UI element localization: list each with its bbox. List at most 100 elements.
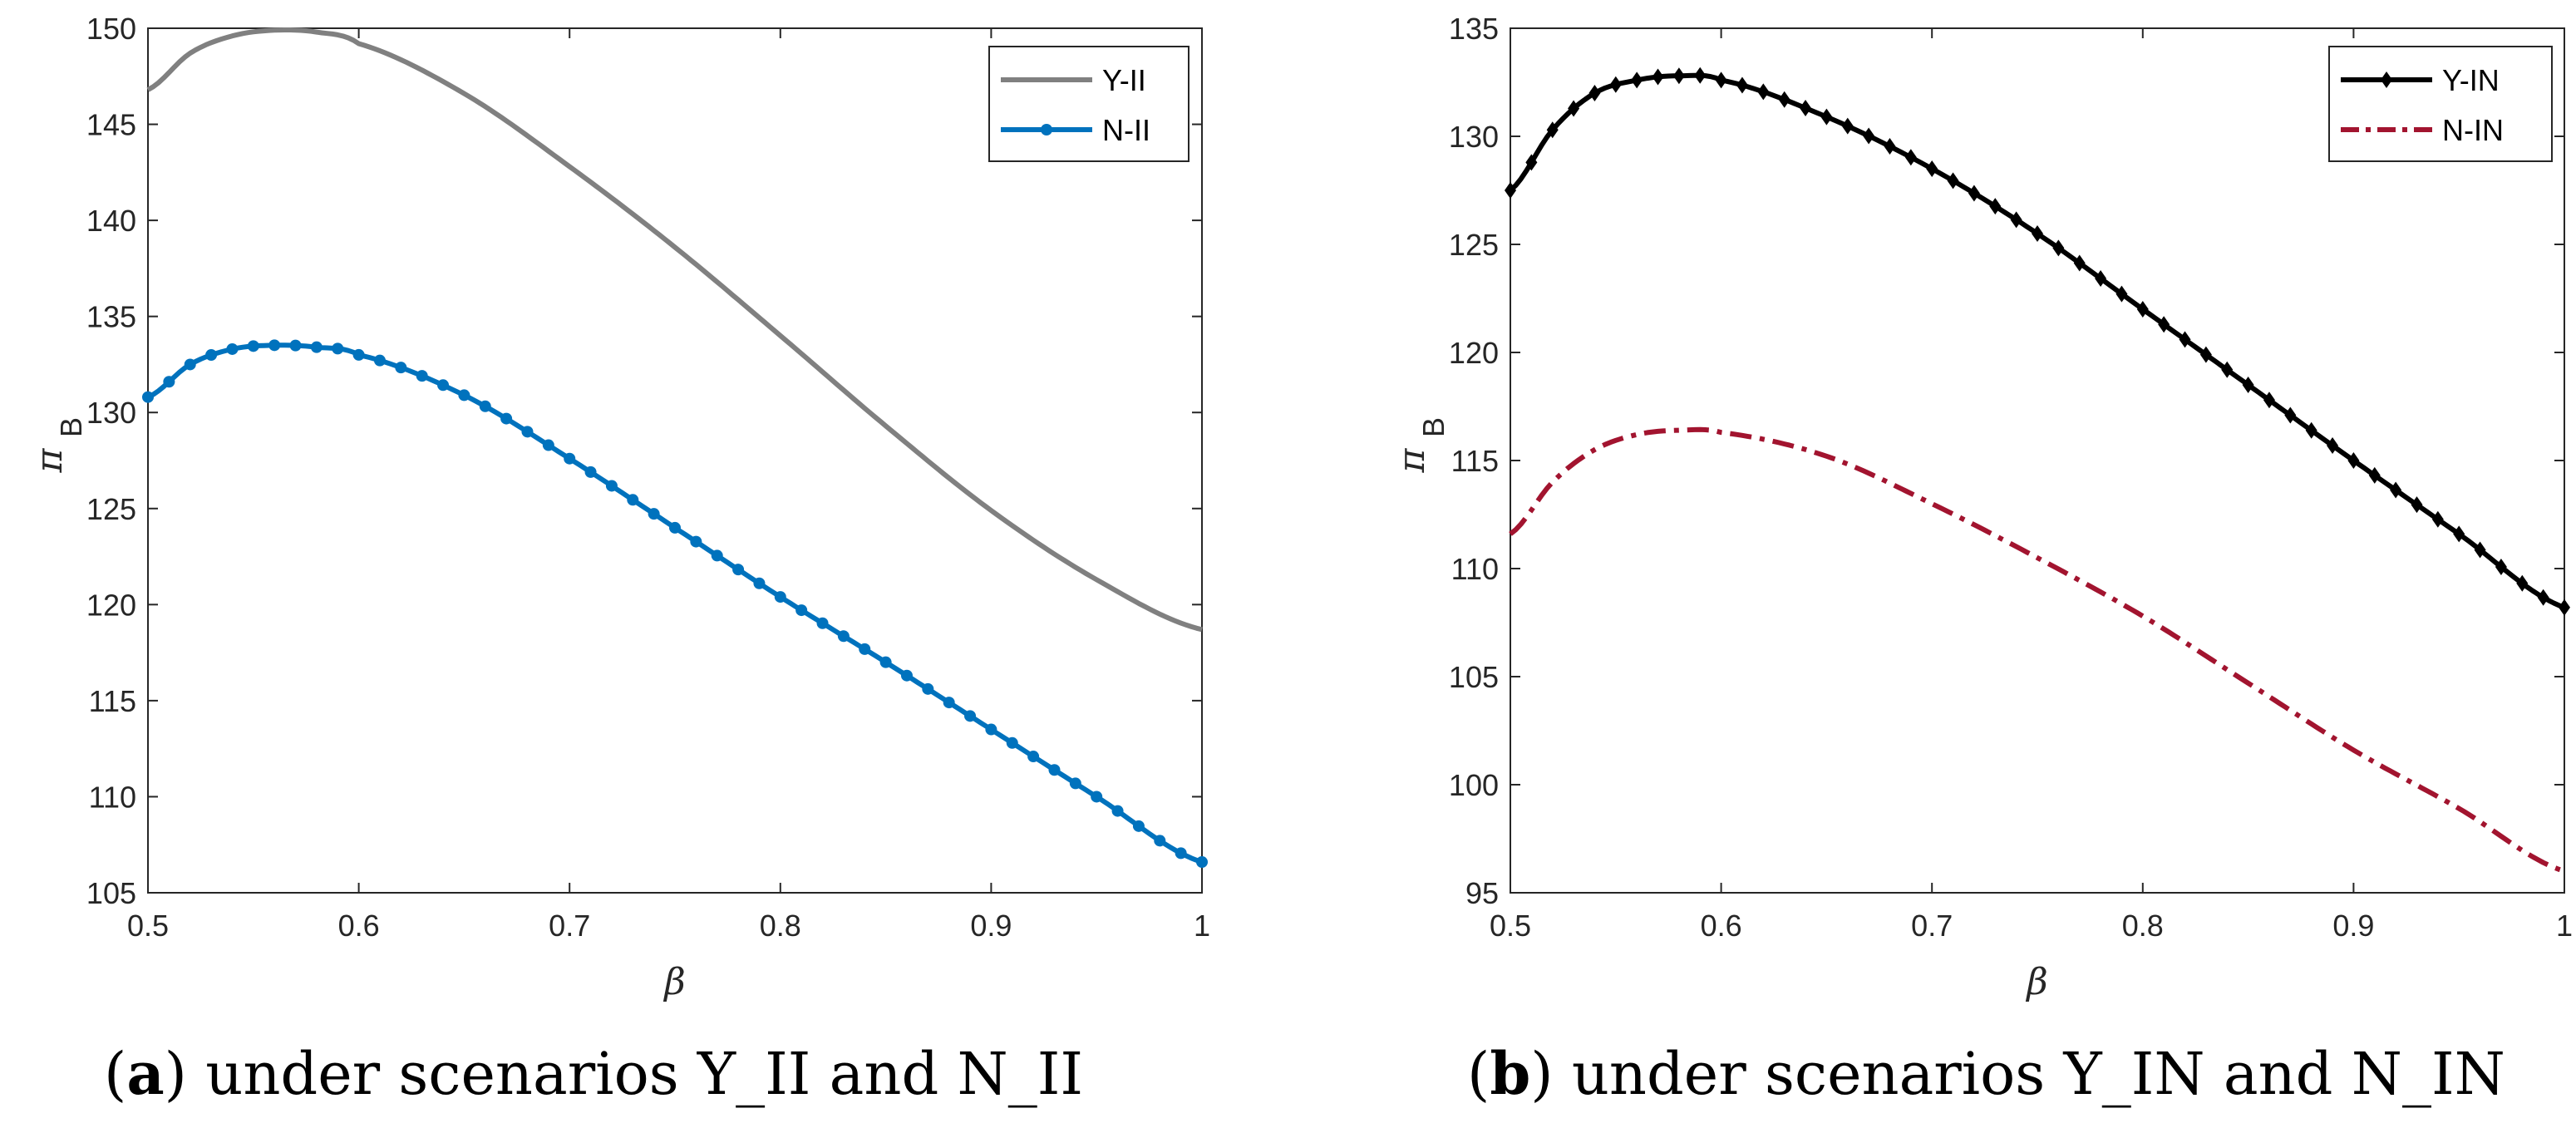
chart-a-y-tick-label: 120: [86, 588, 136, 622]
caption-a-text: under scenarios Y_II and N_II: [205, 1040, 1084, 1108]
chart-b-y-tick-label: 95: [1465, 876, 1499, 910]
chart-a-series-n-ii-marker: [373, 354, 386, 367]
chart-b-series-y-in-marker: [2032, 225, 2043, 242]
chart-a-y-tick-label: 105: [86, 876, 136, 910]
chart-a-legend: Y-II N-II: [988, 46, 1189, 162]
chart-a-legend-marker: [1041, 124, 1052, 135]
chart-b-y-tick-label: 110: [1451, 552, 1499, 586]
chart-b-series-y-in-marker: [1884, 138, 1896, 155]
chart-b-series-y-in-marker: [1546, 121, 1559, 139]
chart-b-series-y-in-marker: [2179, 331, 2191, 348]
chart-b-series-y-in-marker: [1778, 91, 1790, 108]
chart-b-legend-marker: [2381, 71, 2392, 88]
chart-a-series-n-ii: [142, 339, 1208, 869]
chart-b-series-y-in-marker: [2263, 392, 2275, 409]
chart-a-y-tick-label: 150: [86, 12, 136, 46]
chart-a-series-n-ii-marker: [226, 342, 239, 355]
chart-b-series-y-in-marker: [2010, 211, 2022, 229]
chart-a-series-n-ii-marker: [332, 342, 344, 355]
chart-a-series-n-ii-marker: [1132, 820, 1145, 832]
chart-b-y-tick-label: 135: [1449, 12, 1499, 46]
chart-a-plot-area: [147, 27, 1203, 894]
chart-b-y-axis-label-subscript: B: [1416, 417, 1451, 437]
chart-b-x-tick-label: 0.7: [1911, 909, 1953, 943]
chart-a-series-n-ii-marker: [1069, 777, 1081, 790]
chart-a-y-axis-label-subscript: B: [54, 417, 88, 437]
chart-a-series-n-ii-marker: [352, 348, 365, 361]
chart-b-series-y-in-marker: [1736, 76, 1748, 94]
chart-b-series-y-in-marker: [2073, 254, 2086, 272]
chart-b-series-y-in-marker: [1947, 172, 1959, 190]
chart-b-legend: Y-IN N-IN: [2328, 46, 2553, 162]
chart-a-series-n-ii-marker: [964, 710, 977, 722]
chart-a-y-tick-label: 110: [89, 780, 136, 814]
chart-b-series-y-in-marker: [1841, 117, 1854, 135]
chart-a-series-n-ii-marker: [1048, 764, 1061, 776]
chart-b-series-y-in-marker: [1820, 108, 1833, 126]
chart-b-y-tick-label: 130: [1449, 120, 1499, 154]
chart-b-series-y-in-marker: [1757, 83, 1770, 101]
chart-b-series-y-in-marker: [1609, 76, 1622, 93]
chart-a-series-y-ii: [146, 27, 1203, 633]
caption-b-letter: b: [1490, 1039, 1531, 1108]
chart-a-series-n-ii-marker: [943, 697, 955, 709]
chart-a: 0.5 0.6 0.7 0.8 0.9 1 105 110 115 120 125 130 135 140…: [28, 12, 1210, 1003]
chart-b-series-y-in-marker: [2199, 346, 2212, 363]
chart-b-series-y-in: [1505, 66, 2570, 616]
chart-a-series-n-ii-marker: [184, 358, 196, 371]
chart-b-series-y-in-marker: [2390, 481, 2402, 499]
chart-a-series-n-ii-marker: [985, 723, 997, 736]
chart-a-series-n-ii-marker: [416, 370, 428, 382]
chart-a-series-n-ii-marker: [816, 617, 829, 629]
chart-b-series-y-in-marker: [1968, 185, 1980, 202]
chart-b-series-y-in-marker: [2559, 598, 2570, 616]
chart-a-y-tick-label: 130: [86, 396, 136, 430]
chart-b-series-y-in-marker: [2158, 316, 2170, 333]
chart-b-series-y-in-marker: [2327, 436, 2339, 454]
chart-b: 0.5 0.6 0.7 0.8 0.9 1 95 100 105 110 115 120 125 130 1…: [1391, 12, 2573, 1003]
chart-b-series-y-in-marker: [1568, 100, 1580, 117]
chart-b-series-y-in-marker: [1904, 149, 1917, 166]
chart-a-series-n-ii-marker: [247, 340, 259, 352]
chart-b-x-tick-label: 0.5: [1490, 909, 1531, 943]
chart-a-y-tick-label: 145: [86, 108, 136, 142]
chart-b-series-y-in-marker: [1926, 160, 1938, 177]
chart-b-series-y-in-marker: [2347, 452, 2360, 469]
chart-a-series-n-ii-marker: [900, 669, 913, 682]
chart-b-series-y-in-marker: [2305, 421, 2317, 439]
chart-b-series-y-in-marker: [2516, 574, 2529, 592]
chart-b-series-y-in-marker: [1989, 198, 2002, 215]
chart-a-x-tick-label: 0.9: [970, 909, 1012, 943]
chart-b-series-y-in-marker: [1863, 127, 1875, 145]
caption-b-text: under scenarios Y_IN and N_IN: [1571, 1040, 2505, 1108]
chart-a-x-tick-label: 0.6: [338, 909, 380, 943]
caption-a-letter: a: [126, 1039, 165, 1108]
chart-b-series-n-in: [1509, 426, 2565, 874]
chart-a-series-n-ii-marker: [437, 379, 450, 392]
chart-b-y-axis-label-symbol: π: [1391, 447, 1433, 473]
chart-b-y-axis-label: πB: [1391, 417, 1451, 473]
chart-b-series-y-in-marker: [2136, 301, 2149, 318]
chart-a-series-n-ii-marker: [753, 577, 766, 589]
chart-a-y-tick-label: 125: [86, 492, 136, 526]
chart-b-series-y-in-marker: [2474, 541, 2486, 559]
chart-a-series-n-ii-marker: [795, 604, 808, 617]
chart-b-series-y-in-marker: [2052, 239, 2065, 257]
chart-a-series-n-ii-marker: [521, 426, 534, 438]
chart-b-series-y-in-marker: [2495, 559, 2507, 576]
chart-a-series-n-ii-marker: [1091, 791, 1103, 803]
chart-a-series-n-ii-marker: [711, 549, 723, 562]
chart-a-x-tick-label: 0.7: [549, 909, 590, 943]
chart-a-y-tick-label: 140: [86, 204, 136, 238]
chart-b-series-y-in-marker: [1672, 67, 1685, 85]
chart-a-legend-box: [988, 46, 1189, 162]
chart-a-series-n-ii-marker: [542, 439, 554, 451]
chart-a-series-n-ii-marker: [837, 630, 850, 643]
chart-a-series-n-ii-marker: [1111, 805, 1124, 817]
chart-a-y-axis-label-symbol: π: [28, 447, 71, 473]
chart-b-series-y-in-marker: [2115, 285, 2128, 303]
chart-b-series-y-in-marker: [2453, 525, 2465, 543]
chart-b-x-tick-label: 0.6: [1701, 909, 1742, 943]
chart-a-series-n-ii-marker: [163, 376, 175, 388]
